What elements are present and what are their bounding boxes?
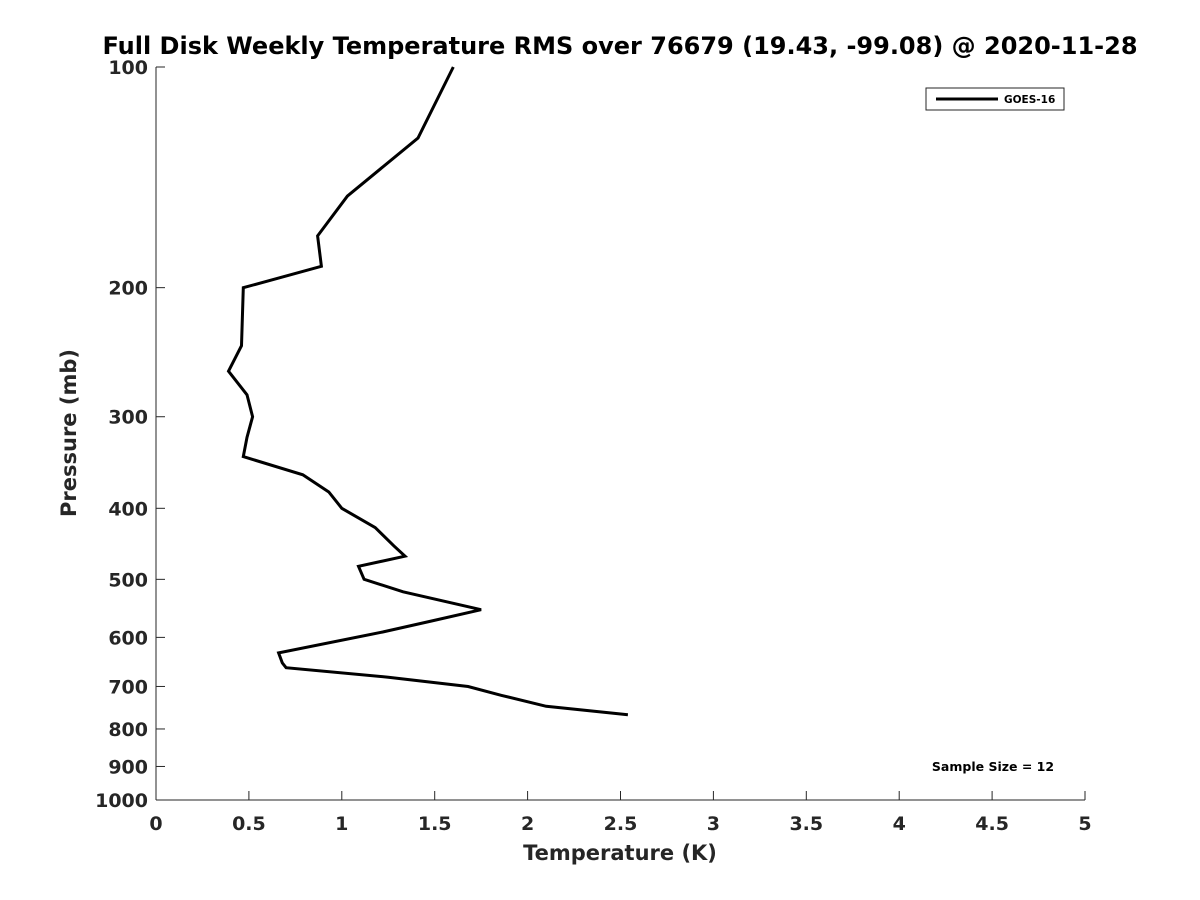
x-ticks: 0 0.5 1 1.5 2 2.5 3 3.5 4 4.5 5 (149, 791, 1092, 835)
chart-title: Full Disk Weekly Temperature RMS over 76… (102, 32, 1137, 60)
y-axis-label: Pressure (mb) (57, 349, 81, 517)
x-tick-label: 2.5 (604, 813, 638, 835)
y-tick-label: 100 (108, 57, 148, 79)
y-tick-label: 200 (108, 278, 148, 300)
x-tick-label: 1 (335, 813, 348, 835)
x-tick-label: 3.5 (789, 813, 823, 835)
legend: GOES-16 (925, 87, 1065, 111)
x-tick-label: 2 (521, 813, 534, 835)
legend-label: GOES-16 (1004, 94, 1055, 106)
y-tick-label: 400 (108, 498, 148, 520)
y-ticks: 100 200 300 400 500 600 700 800 900 1000 (95, 57, 165, 812)
y-tick-label: 500 (108, 569, 148, 591)
x-tick-label: 0 (149, 813, 162, 835)
y-tick-label: 1000 (95, 790, 148, 812)
x-tick-label: 4.5 (975, 813, 1009, 835)
sample-size-annotation: Sample Size = 12 (932, 759, 1054, 774)
series-group (226, 66, 629, 717)
y-tick-label: 700 (108, 676, 148, 698)
y-tick-label: 800 (108, 719, 148, 741)
y-tick-label: 900 (108, 756, 148, 778)
x-axis-label: Temperature (K) (523, 841, 717, 865)
y-tick-label: 300 (108, 407, 148, 429)
y-tick-label: 600 (108, 627, 148, 649)
series-line-0 (226, 66, 629, 717)
x-tick-label: 5 (1078, 813, 1091, 835)
x-tick-label: 3 (707, 813, 720, 835)
x-tick-label: 4 (893, 813, 906, 835)
x-tick-label: 0.5 (232, 813, 266, 835)
x-tick-label: 1.5 (418, 813, 452, 835)
